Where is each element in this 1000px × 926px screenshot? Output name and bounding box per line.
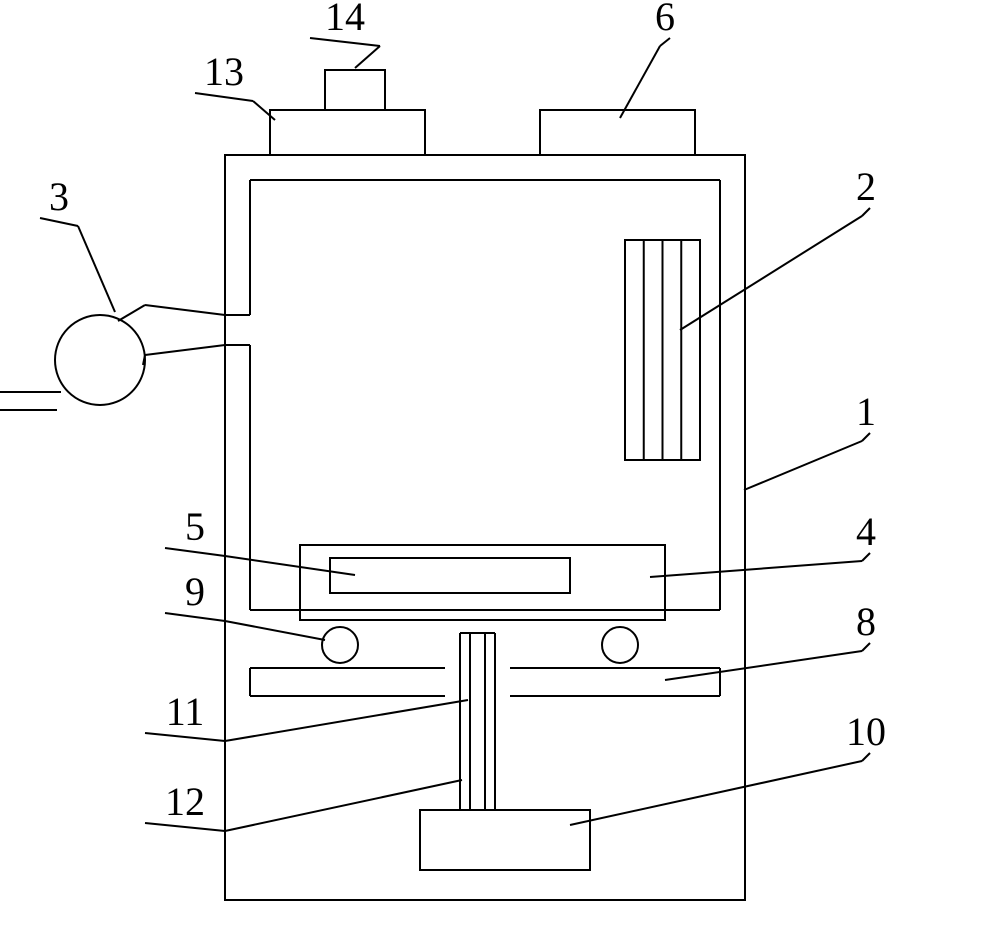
- label-13: 13: [204, 49, 244, 94]
- label-3: 3: [49, 174, 69, 219]
- label-2: 2: [856, 164, 876, 209]
- canvas-bg: [0, 0, 1000, 926]
- label-8: 8: [856, 599, 876, 644]
- label-10: 10: [846, 709, 886, 754]
- label-14: 14: [325, 0, 365, 39]
- label-11: 11: [166, 689, 205, 734]
- label-6: 6: [655, 0, 675, 39]
- label-5: 5: [185, 504, 205, 549]
- label-12: 12: [165, 779, 205, 824]
- label-4: 4: [856, 509, 876, 554]
- label-1: 1: [856, 389, 876, 434]
- label-9: 9: [185, 569, 205, 614]
